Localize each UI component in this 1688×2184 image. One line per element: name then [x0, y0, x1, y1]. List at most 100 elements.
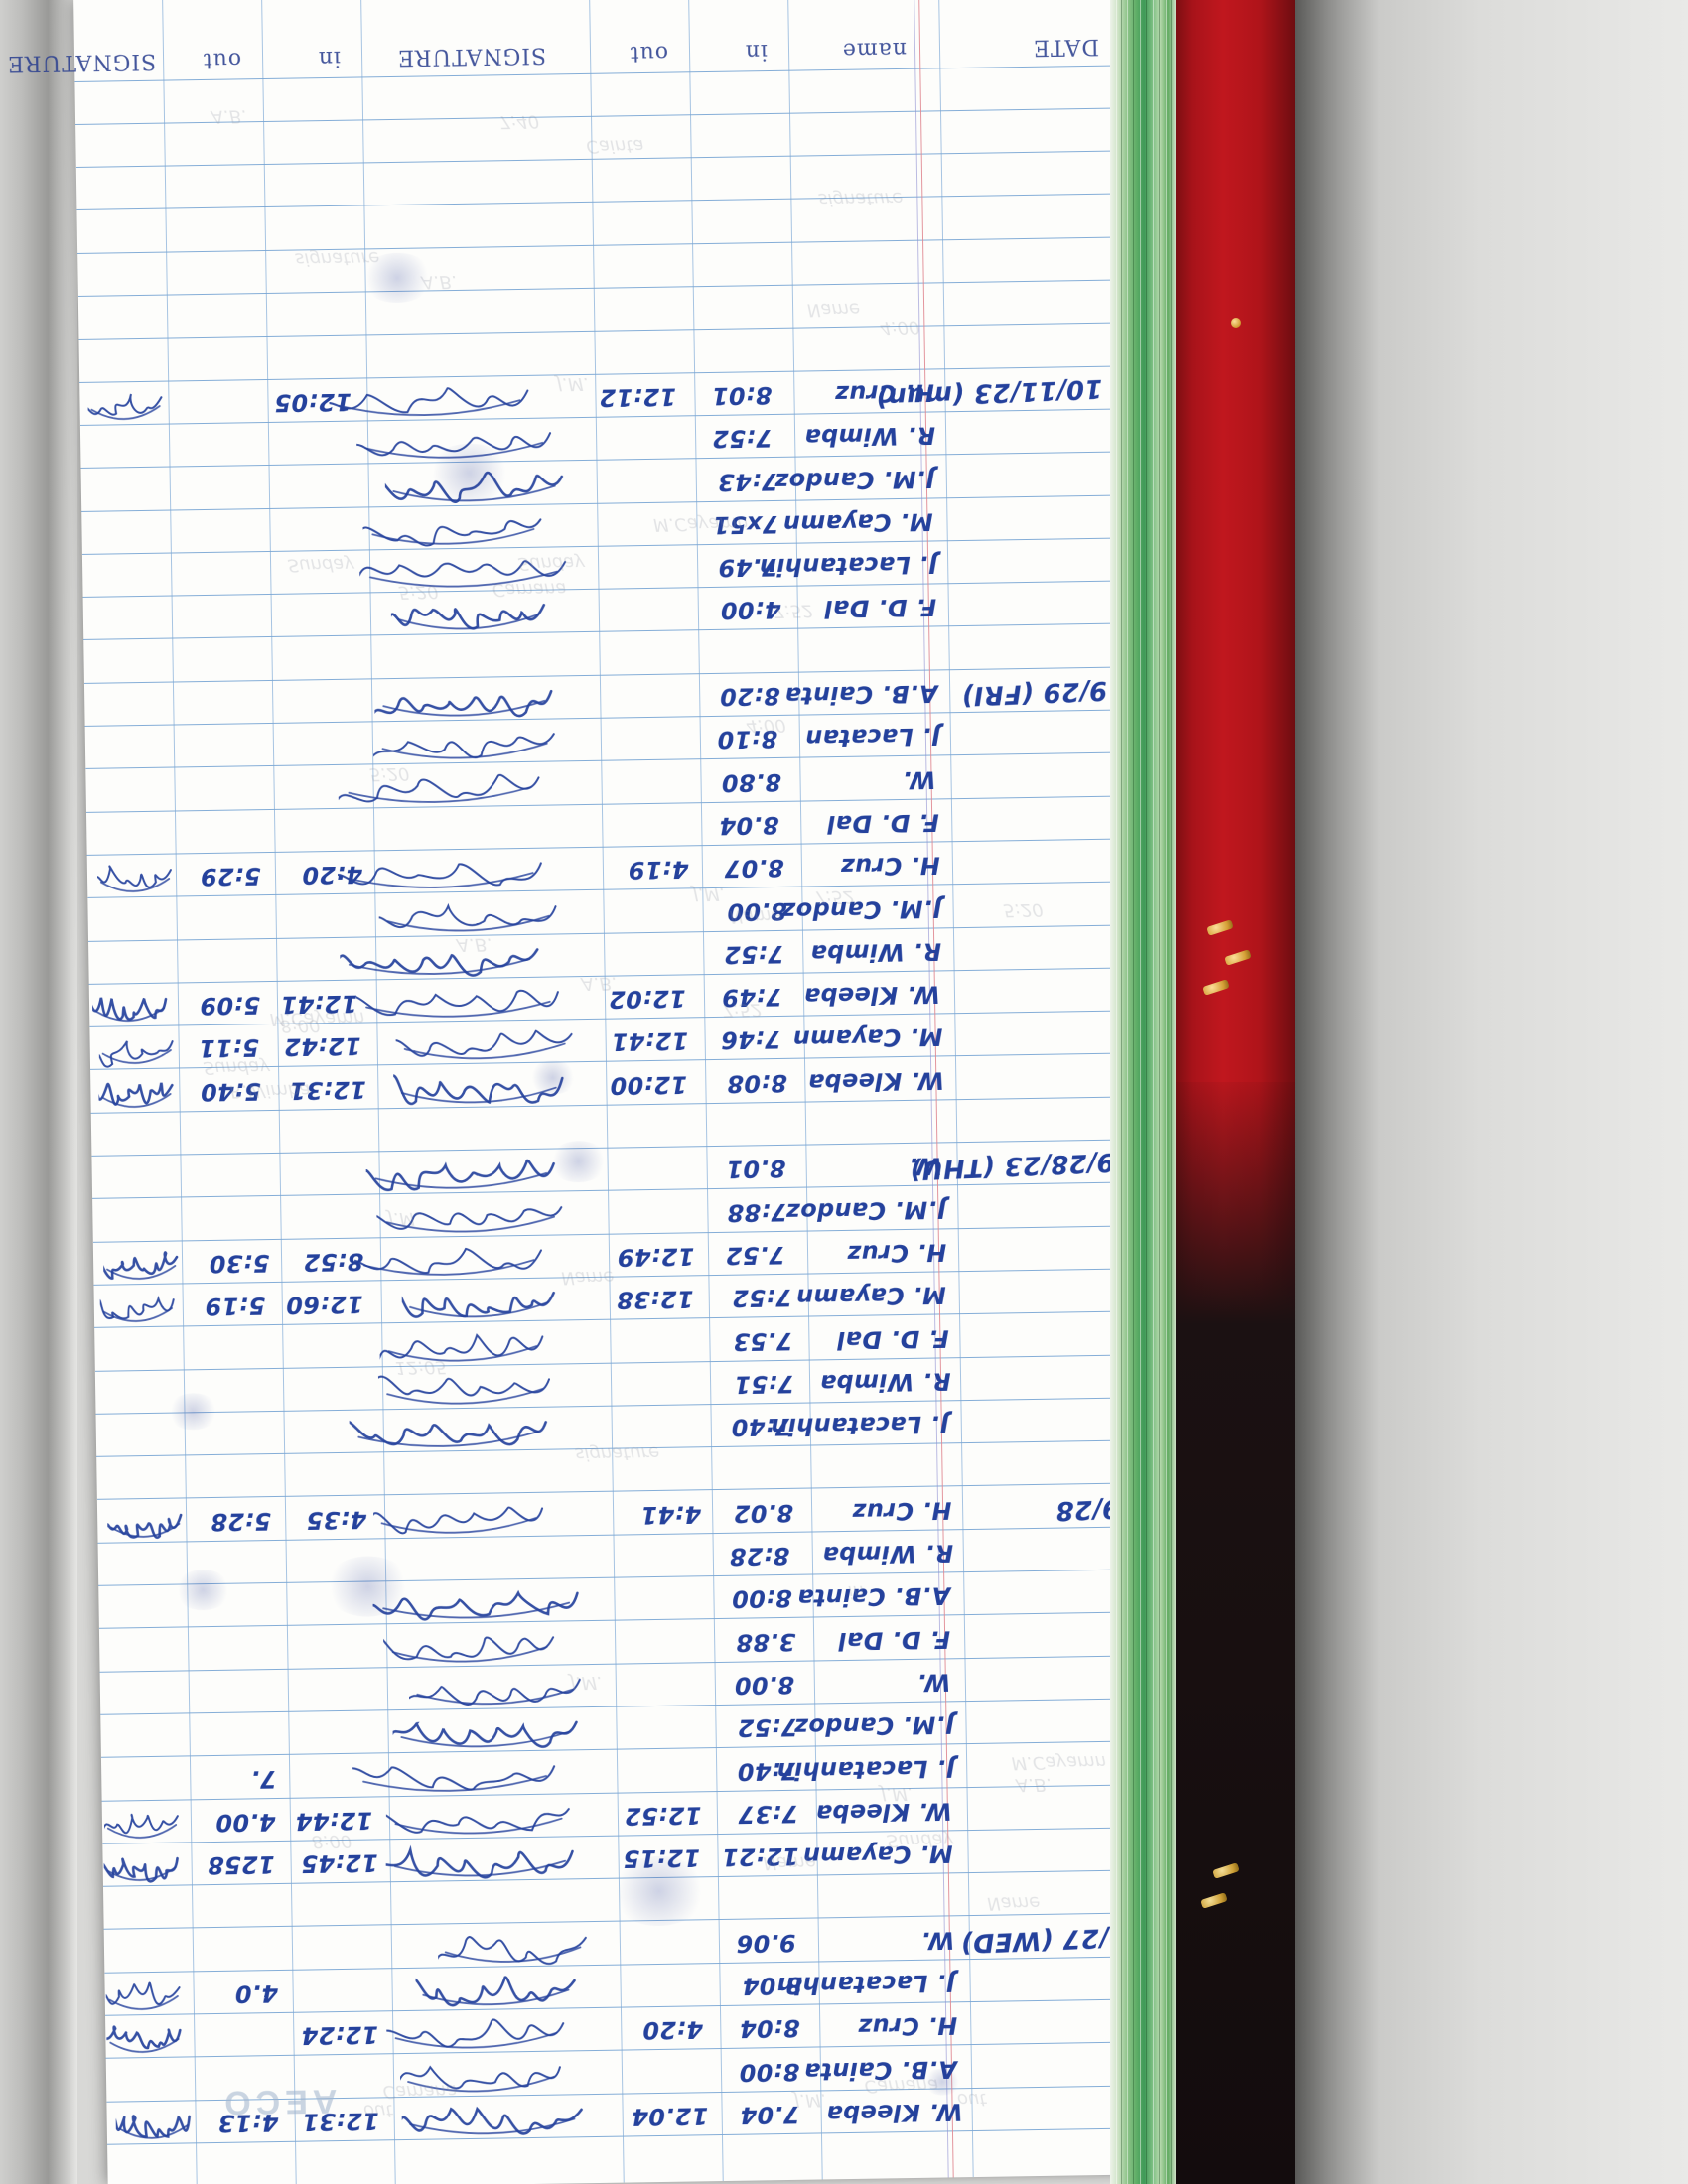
- cell-name: M. Cayamn: [792, 1023, 943, 1054]
- register-page: AECO DATE name in out SIGNATURE in out SIGNATUR…: [7, 0, 1151, 2184]
- cell-in-2: 12:24: [301, 2020, 379, 2051]
- cell-name: W.: [916, 1668, 951, 1697]
- signature-mark-first: [372, 733, 555, 759]
- cell-out-1: 12:41: [611, 1026, 689, 1057]
- cell-name: M. Cayamn: [795, 1281, 947, 1312]
- ghost-text: 4:00: [746, 714, 787, 737]
- cell-in-1: 8:28: [729, 1541, 790, 1570]
- signature-mark-first: [337, 862, 542, 889]
- cell-name: R. Wimba: [804, 421, 936, 452]
- signature-mark-second: [99, 1296, 175, 1323]
- signature-mark-first: [372, 1506, 544, 1535]
- cell-out-1: 12.04: [631, 2102, 709, 2131]
- rule-line: [86, 838, 1130, 856]
- cell-date: 9/27 (WED): [959, 1921, 1128, 1959]
- cell-in-1: 8.01: [725, 1155, 786, 1184]
- cell-in-2: 12:60: [285, 1290, 364, 1320]
- cell-in-2: 4:35: [306, 1505, 367, 1535]
- signature-mark-first: [338, 773, 540, 803]
- ghost-text: R.Wimba: [229, 1079, 311, 1102]
- cell-name: R. Wimba: [810, 937, 942, 968]
- ghost-text: A.B.: [456, 933, 493, 956]
- cell-in-1: 8:20: [719, 682, 780, 711]
- cell-date: 9/29 (FRI): [960, 674, 1108, 712]
- signature-mark-first: [385, 1807, 570, 1835]
- signature-mark-first: [354, 1247, 543, 1276]
- ghost-text: A.B.: [211, 105, 248, 127]
- cell-in-1: 7:40: [737, 1756, 798, 1786]
- rule-line: [100, 1740, 1144, 1759]
- signature-mark-first: [362, 518, 542, 547]
- rule-line: [92, 1181, 1135, 1200]
- ghost-text: 7:40: [498, 110, 540, 132]
- ghost-text: Name: [763, 1851, 817, 1874]
- cell-name: F. D. Dal: [837, 1625, 951, 1655]
- cell-out-2: 4.0: [234, 1979, 279, 2008]
- signature-mark-first: [377, 1375, 550, 1405]
- cell-name: J. Lacatanhin: [770, 1410, 949, 1441]
- ghost-text: 7:52: [772, 600, 813, 621]
- signature-mark-first: [386, 2018, 565, 2049]
- cell-in-1: 8:04: [739, 2014, 800, 2044]
- cell-in-1: 7:52: [711, 424, 774, 454]
- cell-name: M. Cayamn: [782, 507, 933, 538]
- signature-mark-first: [383, 1636, 554, 1663]
- cell-out-2: 5:30: [209, 1249, 270, 1279]
- signature-mark-first: [349, 1420, 548, 1448]
- cell-out-1: 12:02: [608, 984, 687, 1014]
- signature-mark-first: [390, 604, 546, 631]
- column-header-sig1: SIGNATURE: [396, 42, 547, 69]
- signature-mark-first: [355, 989, 559, 1018]
- page-edge-stack: [1110, 0, 1176, 2184]
- cell-in-1: 7:43: [717, 467, 778, 496]
- ink-smudge: [609, 1855, 710, 1927]
- ghost-text: in: [848, 1580, 865, 1603]
- rule-line: [85, 795, 1129, 813]
- signature-mark-first: [399, 2065, 561, 2093]
- cell-in-1: 7:37: [737, 1799, 799, 1829]
- ghost-text: Name: [561, 1266, 615, 1289]
- ghost-text: A.B.: [581, 972, 619, 995]
- cell-name: W. Kleeba: [807, 1066, 945, 1097]
- rule-line: [98, 1569, 1142, 1586]
- signature-mark-second: [96, 865, 172, 893]
- rule-line: [81, 494, 1125, 512]
- signature-mark-first: [400, 2106, 584, 2135]
- cell-out-2: 5:09: [199, 991, 261, 1021]
- rule-line: [78, 322, 1122, 341]
- cell-out-1: 12:00: [609, 1070, 688, 1100]
- ghost-text: Sunday: [517, 552, 586, 575]
- cell-out-1: 12:12: [599, 382, 677, 412]
- signature-mark-first: [376, 1205, 562, 1233]
- cell-out-1: 4:19: [628, 855, 689, 885]
- signature-mark-first: [379, 1332, 543, 1362]
- cell-in-1: 8:04: [742, 1971, 803, 2000]
- rule-line: [94, 1353, 1138, 1372]
- ink-smudge: [548, 1141, 609, 1183]
- cell-name: W. Kleeba: [826, 2098, 963, 2128]
- signature-mark-second: [102, 1251, 178, 1280]
- signature-mark-second: [92, 996, 168, 1023]
- rule-line: [88, 923, 1131, 942]
- rule-line: [76, 193, 1120, 211]
- book-cover-shadow: [1176, 1082, 1295, 2184]
- cell-in-1: 9.06: [736, 1928, 796, 1958]
- signature-mark-first: [408, 1678, 581, 1706]
- signature-mark-second: [98, 1082, 175, 1108]
- column-header-out1: out: [629, 40, 669, 66]
- cell-in-1: 3.88: [735, 1627, 796, 1657]
- cell-name: J.M. Candoz: [785, 1195, 947, 1226]
- cell-name: J.M. Candoz: [793, 1710, 955, 1742]
- cell-in-1: 8.02: [733, 1498, 794, 1528]
- cell-out-1: 12:52: [624, 1801, 702, 1831]
- ghost-text: J.M.: [880, 1782, 914, 1805]
- signature-mark-first: [384, 1844, 574, 1879]
- gold-foil-dot-1: [1231, 318, 1241, 328]
- cell-in-1: 7:52: [731, 1284, 793, 1313]
- cell-name: W.: [920, 1926, 955, 1955]
- cell-name: J.M. Candoz: [774, 465, 935, 495]
- cell-in-1: 7.49: [718, 553, 778, 583]
- cell-in-1: 7:46: [720, 1025, 781, 1055]
- signature-mark-first: [355, 432, 552, 459]
